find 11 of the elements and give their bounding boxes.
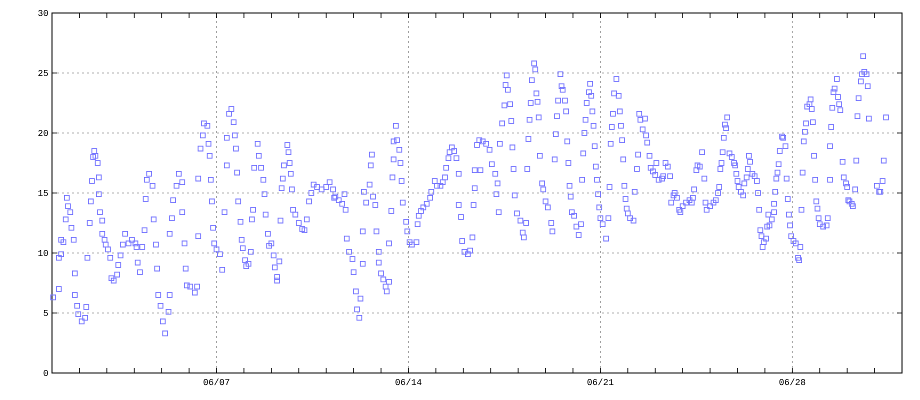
y-tick-label: 20 — [38, 130, 48, 136]
y-tick-label: 25 — [38, 70, 48, 76]
x-tick-label: 06/07 — [204, 378, 230, 386]
y-tick-label: 0 — [44, 370, 48, 376]
y-tick-label: 5 — [44, 310, 48, 316]
y-tick-label: 15 — [38, 190, 48, 196]
x-tick-label: 06/21 — [587, 378, 614, 386]
y-tick-label: 30 — [38, 10, 48, 16]
x-tick-label: 06/14 — [396, 378, 422, 386]
x-tick-label: 06/28 — [779, 378, 806, 386]
y-tick-label: 10 — [38, 250, 48, 256]
